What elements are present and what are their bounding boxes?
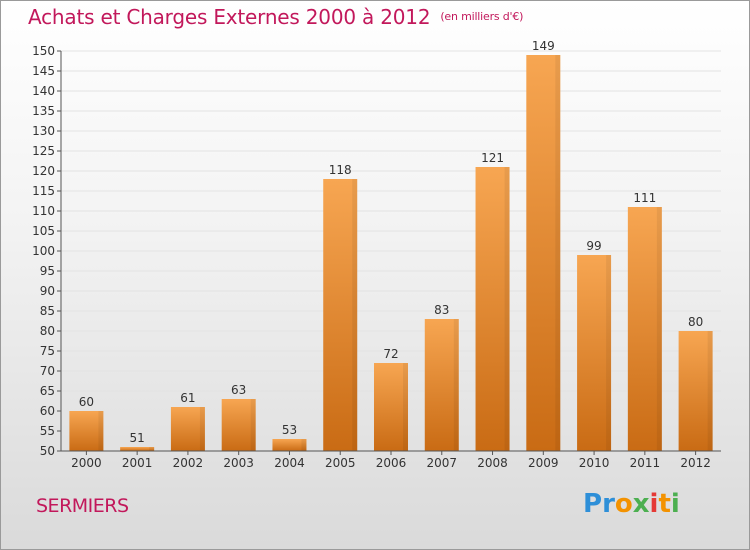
chart-title: Achats et Charges Externes 2000 à 2012 (e… — [28, 5, 523, 29]
y-tick-label: 140 — [32, 84, 55, 98]
y-tick-label: 110 — [32, 204, 55, 218]
bar-value-label: 53 — [282, 423, 297, 437]
bar-value-label: 72 — [383, 347, 398, 361]
x-tick-label: 2002 — [173, 456, 204, 470]
bar — [69, 411, 104, 451]
bar-value-label: 111 — [633, 191, 656, 205]
bar — [577, 255, 612, 451]
y-axis-ticks: 50 55 60 65 70 75 80 85 90 95 100 105 110 115 120 125 13… — [32, 44, 61, 458]
y-tick-label: 145 — [32, 64, 55, 78]
y-tick-label: 105 — [32, 224, 55, 238]
bar — [323, 179, 358, 451]
grid-lines — [61, 50, 721, 432]
chart-unit: (en milliers d'€) — [440, 10, 524, 23]
chart-title-text: Achats et Charges Externes 2000 à 2012 — [28, 5, 431, 29]
bar-shade — [606, 255, 612, 451]
bar-shade — [504, 167, 510, 451]
logo-letter: x — [632, 489, 650, 519]
bar-value-label: 83 — [434, 303, 449, 317]
bar-value-label: 51 — [130, 431, 145, 445]
y-tick-label: 90 — [40, 284, 55, 298]
y-tick-label: 75 — [40, 344, 55, 358]
logo-letter: P — [583, 489, 603, 519]
bar-value-label: 121 — [481, 151, 504, 165]
y-tick-label: 135 — [32, 104, 55, 118]
bar-shade — [199, 407, 205, 451]
bar-shade — [98, 411, 104, 451]
logo-letter: i — [670, 489, 680, 519]
bar — [424, 319, 459, 451]
y-tick-label: 150 — [32, 44, 55, 58]
logo-letter: r — [602, 489, 615, 519]
y-tick-label: 85 — [40, 304, 55, 318]
bar-value-label: 80 — [688, 315, 703, 329]
bar-shade — [149, 447, 155, 451]
bar-value-label: 149 — [532, 39, 555, 53]
x-tick-label: 2005 — [325, 456, 356, 470]
x-tick-label: 2012 — [680, 456, 711, 470]
bar — [526, 55, 561, 451]
y-tick-label: 130 — [32, 124, 55, 138]
bar-shade — [301, 439, 307, 451]
logo-letter: i — [649, 489, 659, 519]
y-tick-label: 80 — [40, 324, 55, 338]
bar-shade — [555, 55, 561, 451]
logo-letter: o — [614, 489, 633, 519]
x-tick-label: 2008 — [477, 456, 508, 470]
x-tick-label: 2010 — [579, 456, 610, 470]
bar-value-label: 63 — [231, 383, 246, 397]
bar — [678, 331, 713, 451]
bar — [627, 207, 662, 451]
y-tick-label: 70 — [40, 364, 55, 378]
y-tick-label: 120 — [32, 164, 55, 178]
x-tick-label: 2001 — [122, 456, 153, 470]
x-tick-label: 2009 — [528, 456, 559, 470]
bar — [374, 363, 408, 451]
y-tick-label: 55 — [40, 424, 55, 438]
y-tick-label: 125 — [32, 144, 55, 158]
y-tick-label: 95 — [40, 264, 55, 278]
x-tick-label: 2011 — [630, 456, 661, 470]
bar-value-label: 99 — [586, 239, 601, 253]
logo-letter: t — [658, 489, 671, 519]
bar — [120, 447, 155, 451]
bar-shade — [707, 331, 713, 451]
x-tick-label: 2003 — [223, 456, 254, 470]
y-tick-label: 65 — [40, 384, 55, 398]
bar-value-label: 60 — [79, 395, 94, 409]
y-tick-label: 115 — [32, 184, 55, 198]
bar — [272, 439, 307, 451]
bar-shade — [250, 399, 256, 451]
x-axis-ticks: 2000 2001 2002 2003 2004 2005 2006 2007 2008 2009… — [71, 451, 711, 470]
bar-shade — [403, 363, 408, 451]
bars — [69, 55, 713, 451]
bar-value-label: 118 — [329, 163, 352, 177]
bar-shade — [656, 207, 662, 451]
bar — [221, 399, 256, 451]
x-tick-label: 2000 — [71, 456, 102, 470]
bar-shade — [352, 179, 358, 451]
commune-name: SERMIERS — [36, 495, 129, 517]
bar — [475, 167, 510, 451]
proxiti-logo: Proxiti — [583, 489, 680, 519]
x-tick-label: 2007 — [426, 456, 457, 470]
bar — [170, 407, 205, 451]
bar-value-label: 61 — [180, 391, 195, 405]
value-labels: 60 51 61 63 53 118 72 83 121 149 99 111 80 — [79, 39, 704, 445]
bar-shade — [453, 319, 459, 451]
y-tick-label: 100 — [32, 244, 55, 258]
x-tick-label: 2004 — [274, 456, 305, 470]
x-tick-label: 2006 — [376, 456, 407, 470]
y-tick-label: 60 — [40, 404, 55, 418]
y-tick-label: 50 — [40, 444, 55, 458]
